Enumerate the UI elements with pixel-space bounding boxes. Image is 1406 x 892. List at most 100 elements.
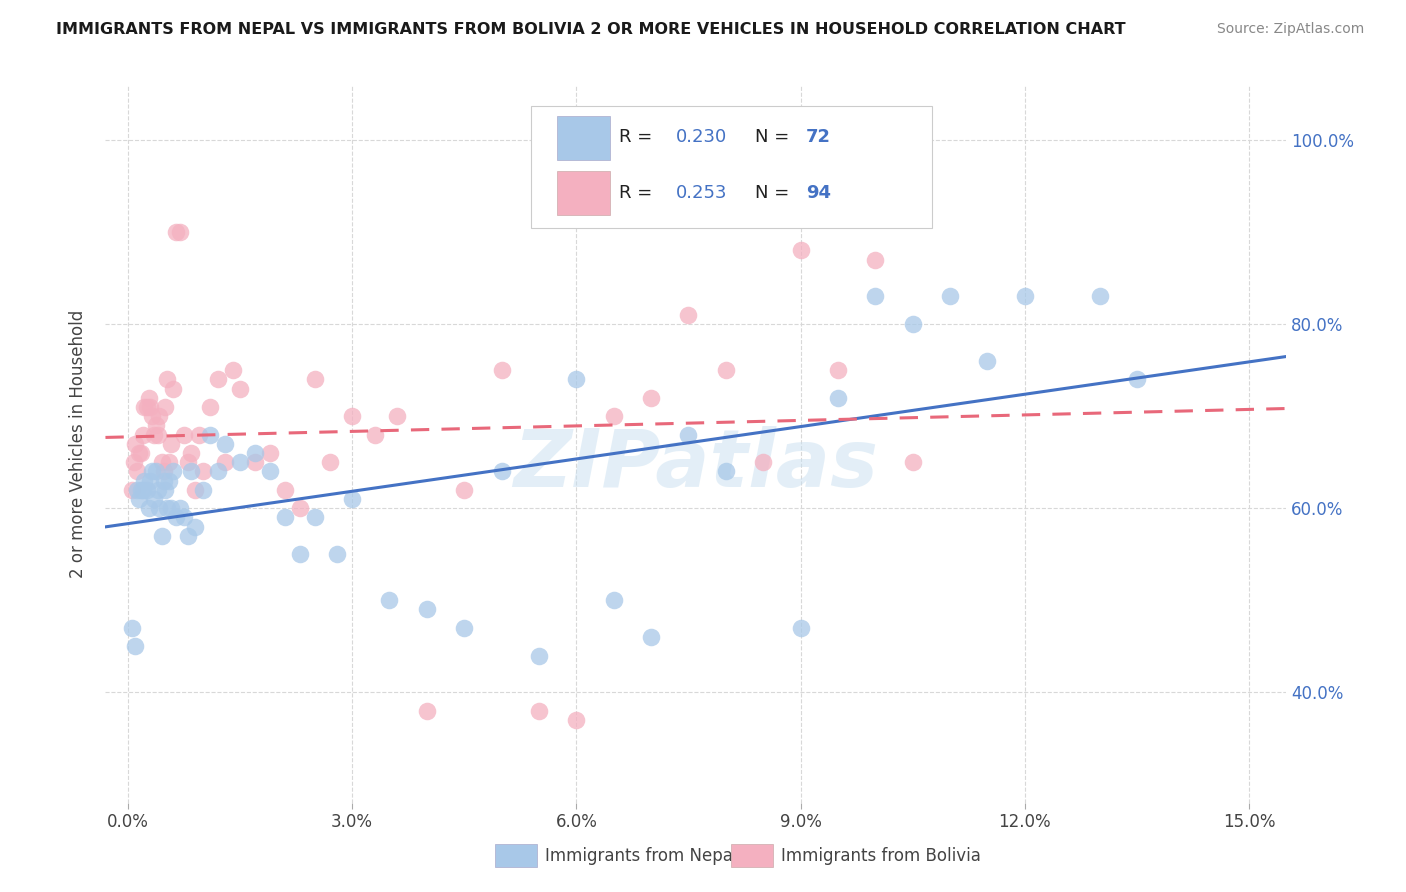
Point (173, 427, 195, 442)
Point (274, 510, 297, 524)
Text: N =: N = (755, 128, 794, 146)
Point (259, 446, 281, 460)
Point (318, 455, 340, 469)
Text: 94: 94 (806, 184, 831, 202)
Point (187, 427, 209, 442)
Text: Source: ZipAtlas.com: Source: ZipAtlas.com (1216, 22, 1364, 37)
Point (714, 363, 737, 377)
Point (1014, 289, 1036, 303)
Point (340, 409, 363, 424)
Point (865, 289, 887, 303)
Point (221, 363, 243, 377)
Point (135, 400, 157, 414)
Point (176, 455, 198, 469)
Point (156, 501, 179, 516)
Point (259, 464, 281, 478)
Text: R =: R = (619, 184, 658, 202)
Point (125, 483, 148, 497)
Point (326, 547, 349, 561)
Point (124, 640, 146, 654)
Point (135, 483, 157, 497)
Point (143, 427, 166, 442)
Point (184, 483, 207, 497)
Point (146, 427, 169, 442)
Point (169, 225, 191, 239)
Point (128, 446, 150, 460)
Point (901, 455, 924, 469)
Point (527, 704, 550, 718)
Point (789, 621, 811, 635)
Point (180, 464, 202, 478)
Point (145, 418, 167, 433)
Point (156, 372, 179, 386)
Point (128, 491, 150, 506)
Text: Immigrants from Bolivia: Immigrants from Bolivia (780, 847, 981, 865)
Point (1088, 289, 1111, 303)
Point (416, 704, 439, 718)
Point (340, 491, 363, 506)
Y-axis label: 2 or more Vehicles in Household: 2 or more Vehicles in Household (69, 310, 87, 578)
Point (603, 593, 626, 607)
Text: ZIPatlas: ZIPatlas (513, 426, 879, 504)
Point (134, 474, 156, 488)
Point (640, 630, 662, 644)
Point (148, 501, 170, 516)
Point (141, 464, 163, 478)
Point (304, 372, 326, 386)
Point (134, 400, 156, 414)
Point (198, 400, 221, 414)
Point (157, 455, 180, 469)
Point (150, 529, 173, 543)
Point (124, 437, 146, 451)
Point (274, 483, 297, 497)
Point (243, 455, 266, 469)
Point (160, 501, 183, 516)
Point (139, 400, 162, 414)
Point (157, 474, 180, 488)
Text: R =: R = (619, 128, 658, 146)
Point (827, 391, 849, 405)
Point (752, 455, 775, 469)
Point (229, 382, 252, 396)
Point (162, 382, 184, 396)
Point (131, 446, 153, 460)
Point (152, 474, 174, 488)
Point (191, 483, 214, 497)
Point (145, 464, 167, 478)
Point (288, 501, 311, 516)
Point (148, 409, 170, 424)
Point (288, 547, 311, 561)
Point (565, 372, 588, 386)
Point (565, 713, 588, 727)
Point (640, 391, 662, 405)
Point (229, 455, 252, 469)
Point (121, 483, 143, 497)
Point (901, 317, 924, 331)
Point (678, 308, 700, 322)
Point (1126, 372, 1149, 386)
Point (453, 621, 475, 635)
Point (191, 464, 214, 478)
Point (121, 621, 143, 635)
Point (132, 483, 155, 497)
Point (789, 244, 811, 258)
Point (166, 510, 188, 524)
Point (166, 225, 188, 239)
Point (146, 483, 169, 497)
Text: 72: 72 (806, 128, 831, 146)
Point (150, 455, 173, 469)
Point (491, 464, 513, 478)
Point (184, 519, 207, 533)
Point (176, 529, 198, 543)
Point (678, 427, 700, 442)
Point (160, 437, 183, 451)
Point (243, 446, 266, 460)
FancyBboxPatch shape (495, 845, 537, 867)
Point (378, 593, 401, 607)
Point (385, 409, 408, 424)
Point (125, 464, 148, 478)
Point (139, 474, 162, 488)
Point (827, 363, 849, 377)
FancyBboxPatch shape (557, 116, 610, 161)
Point (131, 483, 153, 497)
